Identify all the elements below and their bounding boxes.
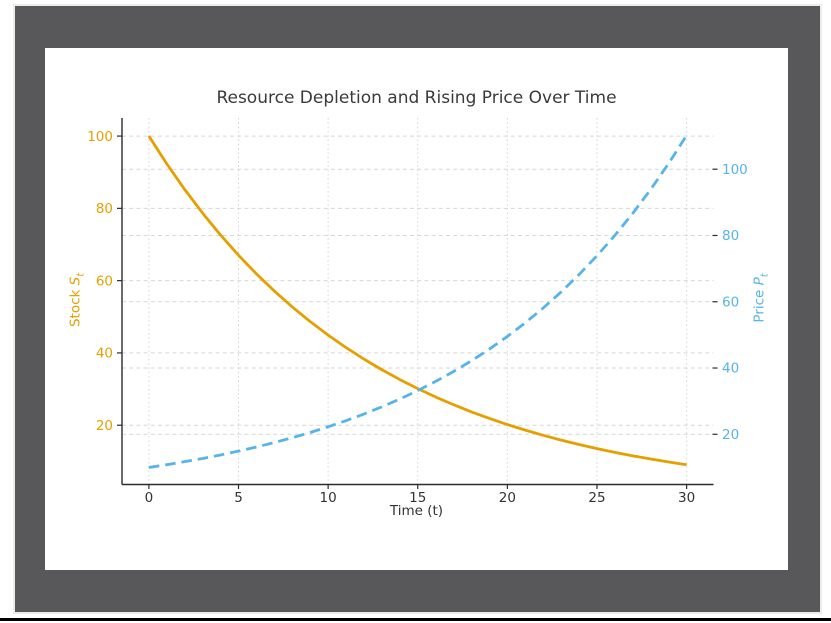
y-tick-label-left: 100 — [87, 129, 113, 145]
y-tick-label-left: 40 — [96, 346, 113, 362]
y-tick-label-right: 20 — [722, 427, 739, 443]
y-axis-label-right: Price Pt — [752, 273, 771, 322]
y-tick-label-right: 40 — [722, 361, 739, 377]
x-axis-label: Time (t) — [389, 503, 444, 519]
ylabel-right-symbol: P — [751, 277, 768, 286]
y-axis-label-left: Stock St — [68, 273, 87, 327]
ylabel-left-subscript: t — [75, 272, 87, 277]
ylabel-right-subscript: t — [759, 273, 771, 278]
y-tick-label-right: 80 — [722, 228, 739, 244]
x-tick-label: 20 — [499, 490, 516, 506]
x-tick-label: 15 — [409, 490, 426, 506]
x-tick-label: 25 — [588, 490, 605, 506]
ylabel-left-symbol: S — [67, 276, 84, 286]
y-tick-label-left: 80 — [96, 201, 113, 217]
ylabel-right-prefix: Price — [751, 285, 768, 323]
y-tick-label-left: 60 — [96, 273, 113, 289]
y-tick-label-right: 60 — [722, 294, 739, 310]
ylabel-left-prefix: Stock — [67, 285, 84, 328]
y-tick-label-right: 100 — [722, 162, 748, 178]
stock-curve — [147, 135, 687, 467]
y-tick-label-left: 20 — [96, 418, 113, 434]
x-tick-label: 30 — [678, 490, 695, 506]
x-tick-label: 10 — [320, 490, 337, 506]
chart-title: Resource Depletion and Rising Price Over… — [216, 88, 617, 108]
figure-canvas — [45, 48, 788, 570]
price-curve — [148, 134, 688, 469]
x-tick-label: 0 — [145, 490, 154, 506]
x-tick-label: 5 — [234, 490, 243, 506]
bottom-divider — [0, 618, 831, 621]
